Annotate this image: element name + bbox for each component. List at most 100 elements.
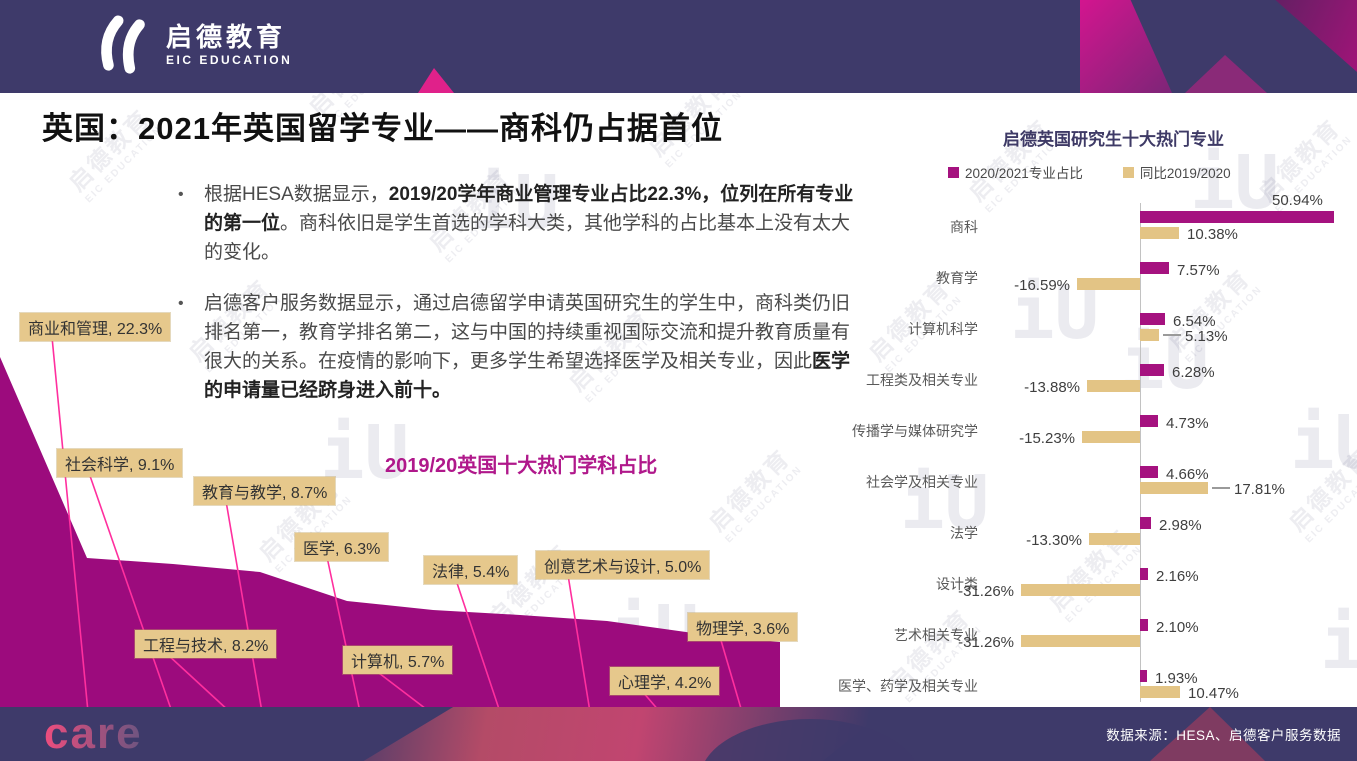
bar-category-label: 商科: [950, 219, 978, 235]
bar-category-label: 传播学与媒体研究学: [852, 423, 978, 439]
bar-primary: [1140, 670, 1147, 682]
bar-secondary-value: -31.26%: [958, 634, 1014, 651]
area-label-leader-line: [225, 500, 263, 713]
bar-primary: [1140, 466, 1158, 478]
area-data-label: 商业和管理, 22.3%: [20, 313, 171, 341]
header-decor-triangle: [418, 68, 454, 93]
legend-label: 2020/2021专业占比: [965, 166, 1083, 181]
area-label-leader-line: [567, 574, 591, 713]
bar-secondary: [1089, 533, 1140, 545]
bar-secondary-value: -13.88%: [1024, 379, 1080, 396]
bar-primary-value: 6.28%: [1172, 364, 1215, 381]
bar-primary-value: 50.94%: [1272, 192, 1323, 209]
bar-secondary: [1140, 227, 1179, 239]
area-label-leader-line: [326, 556, 361, 713]
bar-primary-value: 4.73%: [1166, 415, 1209, 432]
bullet-item: • 启德客户服务数据显示，通过启德留学申请英国研究生的学生中，商科类仍旧排名第一…: [178, 289, 860, 405]
bar-primary: [1140, 262, 1169, 274]
care-logo: care: [44, 709, 143, 758]
eic-logo: 启德教育 EIC EDUCATION: [92, 12, 292, 78]
area-label-leader-line: [455, 579, 501, 713]
bar-primary-value: 2.98%: [1159, 517, 1202, 534]
bar-primary-value: 6.54%: [1173, 313, 1216, 330]
data-source-text: 数据来源：HESA、启德客户服务数据: [1106, 728, 1341, 743]
bar-secondary: [1140, 686, 1180, 698]
header-decor-peak: [1185, 55, 1267, 93]
bullet-list: • 根据HESA数据显示，2019/20学年商业管理专业占比22.3%，位列在所…: [178, 180, 860, 427]
footer-decor-triangle: [1150, 707, 1265, 761]
area-label-leader-line: [88, 472, 173, 713]
bar-primary: [1140, 211, 1334, 223]
bullet-text: 启德客户服务数据显示，通过启德留学申请英国研究生的学生中，商科类仍旧排名第一，教…: [204, 293, 851, 401]
bar-primary-value: 2.16%: [1156, 568, 1199, 585]
bar-chart-axis: [1140, 203, 1141, 702]
area-data-label: 医学, 6.3%: [295, 533, 389, 561]
logo-text-cn: 启德教育: [166, 22, 287, 52]
bar-value-connector: [1212, 487, 1230, 489]
area-label-leader-line: [719, 636, 743, 713]
legend-item: 2020/2021专业占比: [948, 162, 1083, 182]
header-decor-wedge: [1080, 0, 1172, 93]
bar-secondary: [1087, 380, 1140, 392]
bar-secondary-value: 10.38%: [1187, 226, 1238, 243]
bar-value-connector: [1163, 334, 1181, 336]
bar-secondary: [1140, 482, 1208, 494]
logo-text-en: EIC EDUCATION: [166, 53, 293, 67]
header-decor-corner: [1275, 0, 1357, 72]
bullet-text: 根据HESA数据显示，2019/20学年商业管理专业占比22.3%，位列在所有专…: [204, 184, 854, 263]
area-data-label: 法律, 5.4%: [424, 556, 518, 584]
bar-primary-value: 2.10%: [1156, 619, 1199, 636]
area-data-label: 创意艺术与设计, 5.0%: [536, 551, 710, 579]
legend-label: 同比2019/2020: [1139, 166, 1231, 181]
bar-secondary: [1021, 584, 1140, 596]
bar-category-label: 设计类: [936, 576, 978, 592]
bar-secondary: [1021, 635, 1140, 647]
footer-bar: care 数据来源：HESA、启德客户服务数据: [0, 707, 1357, 761]
area-data-label: 教育与教学, 8.7%: [194, 477, 336, 505]
area-data-label: 工程与技术, 8.2%: [135, 630, 277, 658]
bar-primary: [1140, 568, 1148, 580]
header-bar: 启德教育 EIC EDUCATION: [0, 0, 1357, 93]
bar-primary-value: 7.57%: [1177, 262, 1220, 279]
bar-secondary-value: -31.26%: [958, 583, 1014, 600]
bar-category-label: 教育学: [936, 270, 978, 286]
bar-category-label: 工程类及相关专业: [866, 372, 978, 388]
bar-secondary-value: -13.30%: [1026, 532, 1082, 549]
area-data-label: 社会科学, 9.1%: [57, 449, 183, 477]
bar-category-label: 社会学及相关专业: [866, 474, 978, 490]
bar-secondary-value: 17.81%: [1234, 481, 1285, 498]
bar-chart-title: 启德英国研究生十大热门专业: [1003, 130, 1224, 149]
bar-primary: [1140, 415, 1158, 427]
area-label-leader-line: [374, 669, 431, 713]
area-data-label: 物理学, 3.6%: [688, 613, 798, 641]
bar-category-label: 计算机科学: [908, 321, 978, 337]
bullet-item: • 根据HESA数据显示，2019/20学年商业管理专业占比22.3%，位列在所…: [178, 180, 860, 267]
bar-primary: [1140, 517, 1151, 529]
bar-primary-value: 4.66%: [1166, 466, 1209, 483]
bar-category-label: 艺术相关专业: [894, 627, 978, 643]
bar-primary-value: 1.93%: [1155, 670, 1198, 687]
area-data-label: 心理学, 4.2%: [610, 667, 720, 695]
bar-primary: [1140, 364, 1164, 376]
bar-secondary-value: 5.13%: [1185, 328, 1228, 345]
legend-item: 同比2019/2020: [1122, 162, 1231, 182]
area-label-leader-line: [166, 653, 231, 713]
legend-swatch-magenta: [948, 166, 959, 178]
bar-category-label: 医学、药学及相关专业: [838, 678, 978, 694]
bar-secondary-value: -15.23%: [1019, 430, 1075, 447]
bullet-marker: •: [178, 295, 184, 312]
bar-chart-legend: 2020/2021专业占比 同比2019/2020: [948, 162, 1231, 182]
bar-chart: 启德英国研究生十大热门专业 2020/2021专业占比 同比2019/2020 …: [790, 110, 1357, 710]
bar-secondary-value: 10.47%: [1188, 685, 1239, 702]
page-title: 英国：2021年英国留学专业——商科仍占据首位: [42, 111, 723, 146]
bar-secondary: [1077, 278, 1140, 290]
legend-swatch-tan: [1122, 166, 1134, 178]
bar-primary: [1140, 619, 1148, 631]
bar-category-label: 法学: [950, 525, 978, 541]
bar-primary: [1140, 313, 1165, 325]
eic-logo-icon: [101, 15, 145, 74]
bullet-marker: •: [178, 186, 184, 203]
area-label-leader-line: [51, 336, 89, 713]
